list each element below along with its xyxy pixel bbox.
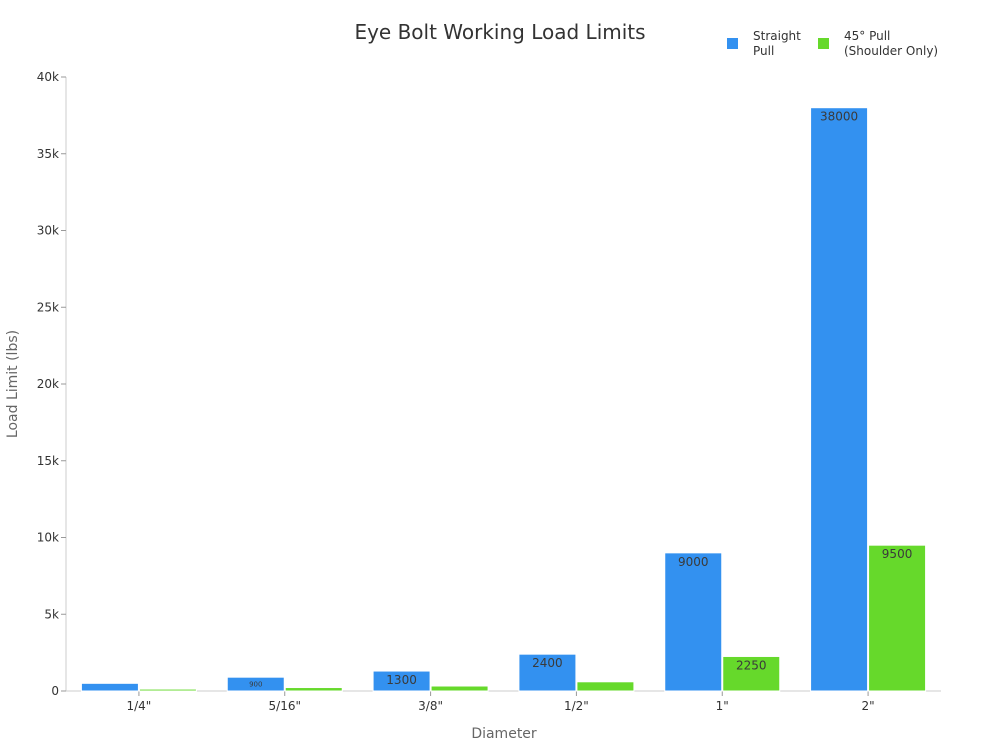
bar-45-pull xyxy=(138,688,197,692)
bar-value-label: 9500 xyxy=(882,547,913,561)
legend-label: Pull xyxy=(753,44,774,58)
bar-value-label: 900 xyxy=(249,681,262,689)
y-tick-label: 20k xyxy=(37,377,59,391)
x-tick-label: 3/8" xyxy=(418,699,443,713)
y-tick-label: 0 xyxy=(51,684,59,698)
x-tick-label: 2" xyxy=(862,699,875,713)
y-tick-label: 10k xyxy=(37,531,59,545)
y-axis-title: Load Limit (lbs) xyxy=(5,330,21,438)
x-tick-label: 1/4" xyxy=(126,699,151,713)
bar-45-pull xyxy=(284,687,343,692)
y-tick-label: 25k xyxy=(37,300,59,314)
y-tick-label: 15k xyxy=(37,454,59,468)
bar-straight-pull xyxy=(664,552,723,692)
x-tick-label: 5/16" xyxy=(269,699,301,713)
y-tick-label: 35k xyxy=(37,147,59,161)
y-tick-label: 30k xyxy=(37,224,59,238)
legend-swatch xyxy=(727,38,738,49)
x-tick-label: 1" xyxy=(716,699,729,713)
bar-straight-pull xyxy=(226,676,285,692)
y-tick-label: 40k xyxy=(37,70,59,84)
legend-label: 45° Pull xyxy=(844,29,890,43)
x-axis-title: Diameter xyxy=(471,726,537,742)
bar-value-label: 2400 xyxy=(532,656,563,670)
bar-value-label: 1300 xyxy=(386,673,417,687)
y-axis: 0 5k 10k 15k 20k 25k 30k 35k 40k xyxy=(37,70,67,698)
bar-45-pull xyxy=(576,681,635,692)
bar-straight-pull xyxy=(810,107,869,692)
chart-title: Eye Bolt Working Load Limits xyxy=(354,20,645,44)
legend-label: Straight xyxy=(753,29,801,43)
bar-straight-pull xyxy=(518,653,577,692)
bar-45-pull xyxy=(430,685,489,692)
bar-straight-pull xyxy=(372,670,431,692)
legend-swatch xyxy=(818,38,829,49)
bar-straight-pull xyxy=(80,682,139,692)
bar-45-pull xyxy=(868,544,927,692)
bar-45-pull xyxy=(722,655,781,692)
y-tick-label: 5k xyxy=(44,607,59,621)
bar-value-label: 38000 xyxy=(820,110,858,124)
x-axis: 1/4" 5/16" 3/8" 1/2" 1" 2" xyxy=(66,690,941,713)
legend-label: (Shoulder Only) xyxy=(844,44,938,58)
bar-value-label: 2250 xyxy=(736,658,767,672)
x-tick-label: 1/2" xyxy=(564,699,589,713)
bars: 900 1300 2400 9000 2250 38000 9500 xyxy=(80,107,927,692)
bar-value-label: 9000 xyxy=(678,555,709,569)
